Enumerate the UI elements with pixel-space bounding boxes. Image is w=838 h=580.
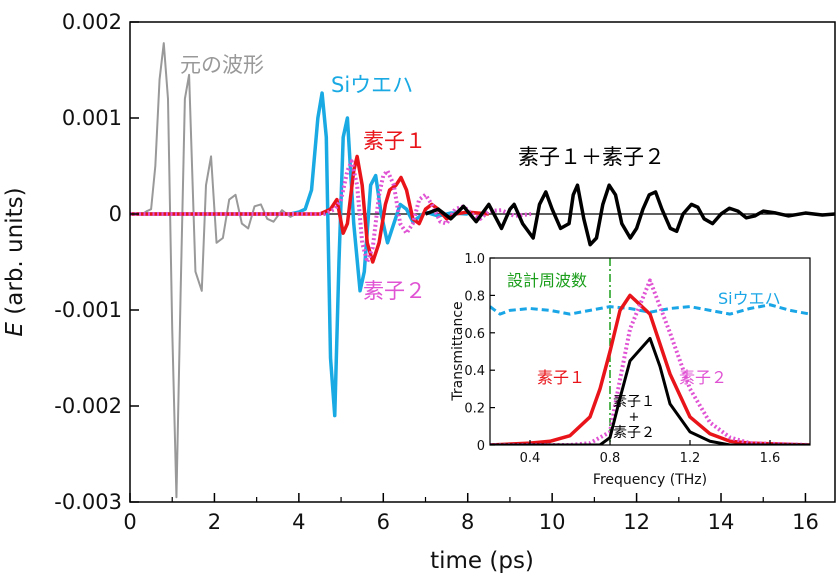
x-tick-label: 4 [292,510,305,534]
inset-y-tick-label: 0.8 [464,289,485,304]
inset-chart: 0.4 0.8 1.2 1.6 0 0.2 0.4 0.6 0.8 1.0 Frequency (… [448,252,816,492]
inset-annotation-combined-plus: + [629,410,640,425]
main-traces [130,42,835,499]
inset-y-axis-title: Transmittance [450,301,466,401]
inset-y-tick-label: 0.4 [464,364,485,379]
series-line-series-4 [424,183,835,247]
inset-series-line-series-2 [490,278,810,445]
inset-y-tick-label: 1.0 [464,252,485,267]
inset-series-line-series-3 [490,336,810,445]
inset-traces [490,258,810,445]
annotation-si-wafer: Siウエハ [331,73,413,97]
annotation-element1: 素子１ [363,129,426,153]
inset-annotation-combined-line2: 素子２ [613,425,655,441]
inset-series-line-series-1 [490,293,810,445]
main-ticks: 0 2 4 6 8 10 12 14 16 0.002 0.001 0 -0.001 -0.002 -0.0… [54,10,819,534]
inset-x-tick-label: 0.4 [520,451,541,466]
inset-x-tick-label: 1.2 [680,451,701,466]
inset-x-axis-title: Frequency (THz) [593,472,707,488]
y-tick-label: 0 [109,202,122,226]
main-plot-frame [129,21,836,503]
inset-x-tick-label: 0.8 [600,451,621,466]
main-annotations: 元の波形 Siウエハ 素子１ 素子２ 素子１＋素子２ [180,53,665,303]
x-tick-label: 12 [623,510,650,534]
annotation-original-waveform: 元の波形 [180,53,264,77]
x-axis-title: time (ps) [430,548,534,574]
inset-background [448,252,816,492]
inset-y-tick-label: 0.2 [464,402,485,417]
inset-design-frequency-label: 設計周波数 [507,271,587,290]
y-tick-label: -0.003 [54,490,122,514]
inset-annotation-element1: 素子１ [537,368,585,387]
x-tick-label: 10 [539,510,566,534]
inset-y-tick-label: 0.6 [464,327,485,342]
y-tick-label: 0.001 [62,106,122,130]
y-tick-label: 0.002 [62,10,122,34]
inset-annotation-combined-line1: 素子１ [613,394,655,410]
inset-annotation-si-wafer: Siウエハ [718,289,781,308]
y-tick-label: -0.001 [54,298,122,322]
series-line-series-0 [130,42,308,499]
inset-plot-frame [489,257,811,446]
x-tick-label: 14 [708,510,735,534]
x-tick-label: 16 [792,510,819,534]
inset-y-tick-label: 0 [477,439,485,454]
x-tick-label: 8 [461,510,474,534]
y-tick-label: -0.002 [54,394,122,418]
inset-series-line-si-0 [490,303,810,316]
y-axis-title: E (arb. units) [2,187,28,336]
inset-ticks: 0.4 0.8 1.2 1.6 0 0.2 0.4 0.6 0.8 1.0 [464,252,780,466]
x-tick-label: 6 [377,510,390,534]
annotation-element2: 素子２ [363,279,426,303]
annotation-element1-plus-element2: 素子１＋素子２ [518,145,665,169]
inset-annotation-element2: 素子２ [679,368,727,387]
x-tick-label: 0 [123,510,136,534]
x-tick-label: 2 [208,510,221,534]
series-line-series-3 [130,159,532,264]
main-chart: 0 2 4 6 8 10 12 14 16 0.002 0.001 0 -0.001 -0.002 -0.0… [2,10,836,574]
inset-x-tick-label: 1.6 [760,451,781,466]
